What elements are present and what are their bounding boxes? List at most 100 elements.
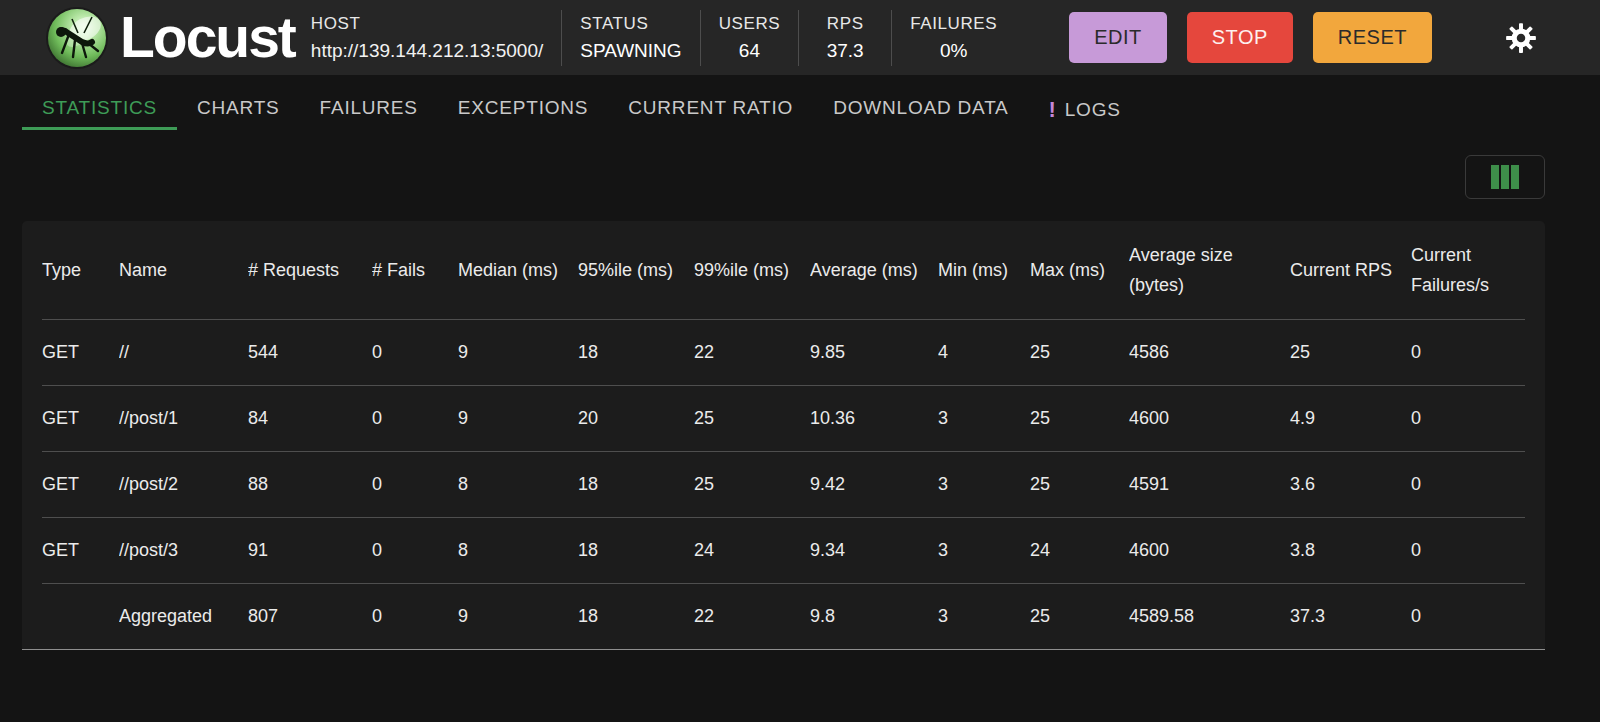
cell-current-rps: 25 [1290, 319, 1411, 385]
cell-fails: 0 [372, 385, 458, 451]
reset-button[interactable]: RESET [1313, 12, 1432, 63]
statistics-table-card: Type Name # Requests # Fails Median (ms)… [22, 221, 1545, 650]
locust-app: Locust HOST http://139.144.212.13:5000/ … [0, 0, 1600, 722]
cell-min: 4 [938, 319, 1030, 385]
cell-name: //post/2 [119, 451, 248, 517]
tab-exceptions[interactable]: EXCEPTIONS [438, 89, 608, 130]
cell-name: // [119, 319, 248, 385]
col-header-min[interactable]: Min (ms) [938, 221, 1030, 319]
columns-icon [1491, 165, 1519, 189]
cell-99ile: 24 [694, 517, 810, 583]
users-box: USERS 64 [719, 14, 781, 62]
table-row: GET //post/1 84 0 9 20 25 10.36 3 25 460… [42, 385, 1525, 451]
cell-requests: 84 [248, 385, 372, 451]
col-header-median[interactable]: Median (ms) [458, 221, 578, 319]
col-header-95ile[interactable]: 95%ile (ms) [578, 221, 694, 319]
failures-label: FAILURES [910, 14, 997, 34]
cell-requests: 544 [248, 319, 372, 385]
rps-label: RPS [827, 14, 864, 34]
cell-requests: 91 [248, 517, 372, 583]
tab-charts[interactable]: CHARTS [177, 89, 300, 130]
cell-current-failures: 0 [1411, 319, 1525, 385]
cell-name: //post/1 [119, 385, 248, 451]
rps-box: RPS 37.3 [817, 14, 873, 62]
settings-gear-icon[interactable] [1504, 21, 1538, 55]
tab-current-ratio[interactable]: CURRENT RATIO [608, 89, 813, 130]
cell-max: 25 [1030, 583, 1129, 649]
cell-min: 3 [938, 583, 1030, 649]
cell-median: 9 [458, 583, 578, 649]
app-header: Locust HOST http://139.144.212.13:5000/ … [0, 0, 1600, 75]
cell-95ile: 18 [578, 517, 694, 583]
col-header-requests[interactable]: # Requests [248, 221, 372, 319]
locust-logo-icon [48, 9, 106, 67]
status-value: SPAWNING [580, 40, 681, 62]
col-header-max[interactable]: Max (ms) [1030, 221, 1129, 319]
cell-median: 8 [458, 451, 578, 517]
cell-max: 24 [1030, 517, 1129, 583]
col-header-avg-size[interactable]: Average size (bytes) [1129, 221, 1290, 319]
divider [798, 10, 799, 66]
failures-value: 0% [940, 40, 967, 62]
stop-button[interactable]: STOP [1187, 12, 1293, 63]
logs-alert-icon: ! [1049, 97, 1057, 123]
cell-95ile: 18 [578, 319, 694, 385]
cell-99ile: 25 [694, 385, 810, 451]
cell-name: Aggregated [119, 583, 248, 649]
cell-type [42, 583, 119, 649]
status-box: STATUS SPAWNING [580, 14, 681, 62]
cell-current-failures: 0 [1411, 385, 1525, 451]
cell-fails: 0 [372, 319, 458, 385]
col-header-average[interactable]: Average (ms) [810, 221, 938, 319]
cell-median: 9 [458, 319, 578, 385]
cell-requests: 807 [248, 583, 372, 649]
cell-99ile: 22 [694, 319, 810, 385]
cell-max: 25 [1030, 385, 1129, 451]
status-label: STATUS [580, 14, 648, 34]
cell-avg-size: 4591 [1129, 451, 1290, 517]
cell-max: 25 [1030, 451, 1129, 517]
table-header-row: Type Name # Requests # Fails Median (ms)… [42, 221, 1525, 319]
tab-download-data[interactable]: DOWNLOAD DATA [813, 89, 1028, 130]
cell-current-failures: 0 [1411, 517, 1525, 583]
cell-max: 25 [1030, 319, 1129, 385]
cell-type: GET [42, 385, 119, 451]
cell-avg-size: 4600 [1129, 517, 1290, 583]
cell-fails: 0 [372, 517, 458, 583]
edit-button[interactable]: EDIT [1069, 12, 1167, 63]
cell-average: 9.34 [810, 517, 938, 583]
col-header-current-failures[interactable]: Current Failures/s [1411, 221, 1525, 319]
statistics-table: Type Name # Requests # Fails Median (ms)… [42, 221, 1525, 649]
cell-average: 9.85 [810, 319, 938, 385]
host-info: HOST http://139.144.212.13:5000/ [311, 14, 543, 62]
col-header-type[interactable]: Type [42, 221, 119, 319]
tab-statistics[interactable]: STATISTICS [22, 89, 177, 130]
table-row: GET //post/3 91 0 8 18 24 9.34 3 24 4600… [42, 517, 1525, 583]
cell-requests: 88 [248, 451, 372, 517]
cell-95ile: 18 [578, 583, 694, 649]
divider [891, 10, 892, 66]
cell-current-failures: 0 [1411, 583, 1525, 649]
tab-logs[interactable]: ! LOGS [1029, 89, 1141, 134]
cell-avg-size: 4600 [1129, 385, 1290, 451]
tab-bar: STATISTICS CHARTS FAILURES EXCEPTIONS CU… [0, 75, 1600, 125]
table-row: GET //post/2 88 0 8 18 25 9.42 3 25 4591… [42, 451, 1525, 517]
cell-current-rps: 3.6 [1290, 451, 1411, 517]
col-header-name[interactable]: Name [119, 221, 248, 319]
cell-99ile: 22 [694, 583, 810, 649]
col-header-fails[interactable]: # Fails [372, 221, 458, 319]
column-selector-button[interactable] [1465, 155, 1545, 199]
host-label: HOST [311, 14, 543, 34]
divider [700, 10, 701, 66]
cell-type: GET [42, 319, 119, 385]
cell-99ile: 25 [694, 451, 810, 517]
table-toolbar [0, 155, 1600, 199]
col-header-current-rps[interactable]: Current RPS [1290, 221, 1411, 319]
tab-failures[interactable]: FAILURES [300, 89, 438, 130]
rps-value: 37.3 [827, 40, 864, 62]
col-header-99ile[interactable]: 99%ile (ms) [694, 221, 810, 319]
cell-average: 9.42 [810, 451, 938, 517]
cell-current-rps: 37.3 [1290, 583, 1411, 649]
divider [561, 10, 562, 66]
cell-current-failures: 0 [1411, 451, 1525, 517]
